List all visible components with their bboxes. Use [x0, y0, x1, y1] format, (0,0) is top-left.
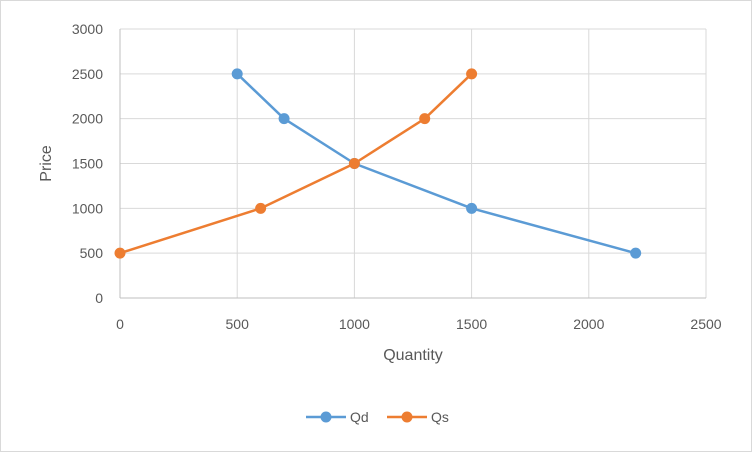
y-tick-label: 500 — [80, 245, 104, 261]
y-tick-label: 3000 — [72, 21, 103, 37]
y-tick-label: 0 — [95, 290, 103, 306]
axes: 0 500 1000 1500 2000 2500 3000 0 500 1000 1500 2000… — [72, 21, 722, 332]
data-point — [630, 247, 642, 259]
legend-swatch-marker — [401, 411, 413, 423]
y-axis-title: Price — [38, 145, 55, 182]
x-tick-label: 2000 — [573, 316, 604, 332]
data-point — [466, 202, 478, 214]
data-point — [114, 247, 126, 259]
data-point — [419, 113, 431, 125]
legend-label: Qs — [431, 409, 449, 425]
series-qs — [114, 68, 478, 259]
x-tick-label: 0 — [116, 316, 124, 332]
x-tick-label: 2500 — [690, 316, 721, 332]
x-tick-label: 1000 — [339, 316, 370, 332]
x-axis-title: Quantity — [383, 347, 443, 364]
y-tick-label: 2000 — [72, 111, 103, 127]
data-point — [255, 202, 267, 214]
data-point — [278, 113, 290, 125]
x-tick-label: 500 — [226, 316, 250, 332]
legend-item-qs: Qs — [387, 409, 449, 425]
y-tick-label: 2500 — [72, 66, 103, 82]
legend-label: Qd — [350, 409, 369, 425]
data-point — [466, 68, 478, 80]
y-tick-label: 1000 — [72, 200, 103, 216]
y-tick-label: 1500 — [72, 156, 103, 172]
data-point — [348, 158, 360, 169]
legend-swatch-marker — [320, 411, 332, 423]
series — [114, 68, 642, 259]
gridlines — [120, 28, 707, 298]
legend-item-qd: Qd — [306, 409, 369, 425]
legend: Qd Qs — [306, 409, 449, 425]
data-point — [231, 68, 243, 80]
x-tick-label: 1500 — [456, 316, 487, 332]
